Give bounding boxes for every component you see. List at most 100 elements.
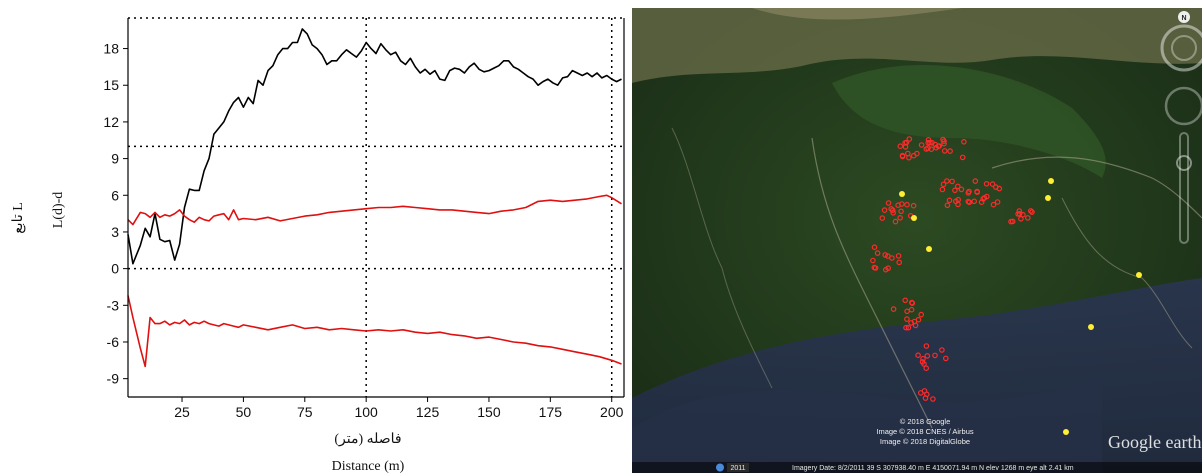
sample-point-marker	[972, 178, 979, 184]
reference-lines	[128, 17, 624, 397]
sample-point-marker	[990, 201, 997, 208]
attribution-digitalglobe: Image © 2018 DigitalGlobe	[880, 437, 970, 446]
highlight-point-marker	[911, 215, 917, 221]
highlight-point-marker	[1063, 429, 1069, 435]
sample-point-marker	[952, 187, 958, 194]
series-line-1	[127, 194, 622, 226]
sample-points	[870, 136, 1035, 402]
sample-point-marker	[923, 146, 930, 152]
gully-line	[671, 127, 773, 389]
sample-point-marker	[946, 197, 953, 204]
sample-point-marker	[870, 257, 876, 264]
sample-point-marker	[895, 202, 901, 209]
sample-point-marker	[974, 189, 981, 196]
sample-point-marker	[971, 198, 978, 205]
sample-point-marker	[889, 207, 896, 214]
sample-point-marker	[910, 202, 917, 209]
sample-point-marker	[952, 198, 959, 205]
highlight-point-marker	[899, 191, 905, 197]
compass-control[interactable]: N	[1160, 11, 1202, 72]
sample-point-marker	[939, 186, 946, 193]
sample-point-marker	[879, 215, 886, 221]
satellite-map[interactable]: N © 2018 Google Image © 2018 CNES / Airb…	[632, 8, 1202, 473]
compass-ring[interactable]	[1160, 24, 1202, 72]
year-badge[interactable]	[727, 463, 749, 472]
sample-point-marker	[1009, 218, 1016, 225]
sample-point-marker	[981, 195, 988, 201]
sample-point-marker	[902, 297, 909, 304]
sample-point-marker	[939, 347, 945, 353]
y-tick-label: -6	[107, 334, 120, 350]
sample-point-marker	[903, 139, 910, 146]
sample-point-marker	[889, 255, 895, 261]
lower-shade	[632, 378, 1102, 473]
y-tick-label: 9	[111, 151, 119, 167]
sample-point-marker	[908, 306, 915, 313]
sample-point-marker	[903, 324, 909, 331]
north-slope	[832, 64, 1106, 178]
x-tick-label: 125	[416, 404, 440, 420]
series-line-0	[127, 28, 622, 265]
sample-point-marker	[1029, 209, 1035, 215]
sample-point-marker	[958, 186, 965, 193]
sample-point-marker	[898, 208, 904, 215]
y-tick-label: 6	[111, 187, 119, 203]
y-axis-label-english: L(d)-d	[51, 192, 66, 229]
sample-point-marker	[936, 143, 943, 149]
sample-point-marker	[978, 199, 985, 206]
series-line-2	[127, 295, 622, 368]
sample-point-marker	[1024, 215, 1031, 221]
x-tick-label: 100	[354, 404, 378, 420]
sample-point-marker	[910, 152, 917, 159]
navigation-control[interactable]	[1164, 86, 1202, 244]
sample-point-marker	[928, 146, 935, 153]
x-tick-label: 200	[600, 404, 624, 420]
highlight-points	[899, 178, 1142, 435]
sample-point-marker	[892, 218, 899, 225]
zoom-handle[interactable]	[1176, 155, 1192, 171]
sample-point-marker	[909, 300, 916, 306]
sample-point-marker	[944, 202, 951, 209]
riverbed-area	[752, 8, 962, 20]
zoom-slider[interactable]	[1179, 132, 1189, 244]
look-joystick[interactable]	[1171, 35, 1197, 61]
sample-point-marker	[897, 143, 904, 150]
highlight-point-marker	[1136, 272, 1142, 278]
sample-point-marker	[942, 355, 949, 362]
move-joystick[interactable]	[1164, 86, 1202, 126]
sample-point-marker	[885, 200, 892, 206]
y-tick-label: 0	[111, 261, 119, 277]
status-bar	[632, 462, 1202, 473]
highlight-point-marker	[1045, 195, 1051, 201]
y-tick-label: 15	[103, 77, 119, 93]
axes	[123, 18, 625, 402]
sample-point-marker	[959, 154, 966, 161]
sample-point-marker	[871, 244, 878, 251]
highlight-point-marker	[926, 246, 932, 252]
trail-line	[811, 137, 933, 429]
sample-point-marker	[890, 306, 897, 312]
sample-point-marker	[941, 138, 947, 145]
sample-point-marker	[947, 148, 953, 154]
sample-point-marker	[904, 308, 910, 315]
compass-north-badge[interactable]	[1178, 11, 1190, 23]
sample-point-marker	[918, 142, 925, 148]
sample-point-marker	[924, 353, 931, 359]
sample-point-marker	[992, 184, 999, 190]
sample-point-marker	[966, 188, 972, 195]
stream-line	[1061, 197, 1193, 349]
status-bar-text: Imagery Date: 8/2/2011 39 S 307938.40 m …	[792, 465, 1074, 472]
x-tick-label: 25	[174, 404, 190, 420]
y-tick-label: -3	[107, 297, 120, 313]
sample-point-marker	[989, 181, 996, 187]
sample-point-marker	[895, 253, 902, 259]
y-tick-label: 18	[103, 41, 119, 57]
sample-point-marker	[882, 252, 889, 258]
sample-point-marker	[899, 153, 906, 160]
sample-point-marker	[883, 266, 889, 273]
ridge-bare-area	[632, 8, 1202, 83]
year-badge-text: 2011	[730, 465, 745, 472]
highlight-point-marker	[1088, 324, 1094, 330]
sample-point-marker	[961, 139, 967, 145]
sample-point-marker	[983, 181, 990, 187]
